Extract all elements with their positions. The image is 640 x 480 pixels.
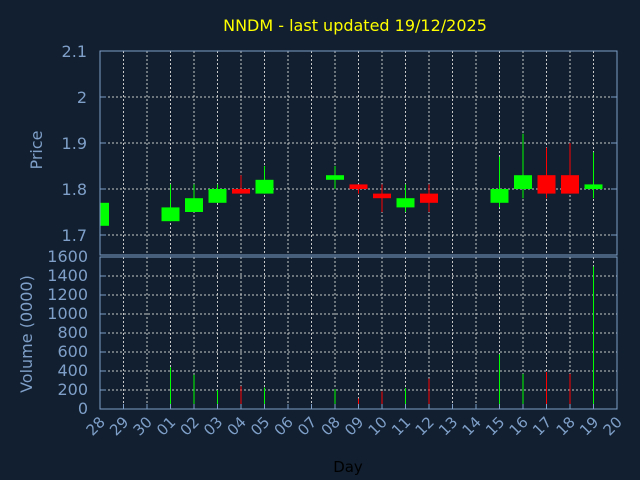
candle-body bbox=[420, 193, 438, 203]
volume-tick-label: 200 bbox=[57, 380, 88, 399]
volume-tick-label: 0 bbox=[78, 399, 88, 418]
volume-tick-label: 800 bbox=[57, 323, 88, 342]
x-tick-label: 05 bbox=[247, 413, 273, 439]
x-tick-label: 16 bbox=[506, 413, 532, 439]
candle-body bbox=[584, 184, 603, 189]
x-tick-label: 10 bbox=[365, 413, 391, 439]
candle-body bbox=[537, 175, 556, 194]
volume-tick-label: 1600 bbox=[47, 247, 88, 266]
candle-body bbox=[232, 189, 250, 194]
volume-tick-label: 400 bbox=[57, 361, 88, 380]
volume-grid bbox=[100, 257, 617, 409]
x-tick-label: 06 bbox=[271, 413, 297, 439]
x-tick-label: 08 bbox=[318, 413, 344, 439]
volume-tick-label: 1200 bbox=[47, 285, 88, 304]
candle-body bbox=[185, 198, 203, 212]
candle-body bbox=[326, 175, 344, 180]
x-tick-label: 02 bbox=[177, 413, 203, 439]
candle-body bbox=[490, 189, 509, 203]
volume-tick-label: 600 bbox=[57, 342, 88, 361]
x-tick-label: 07 bbox=[294, 413, 320, 439]
price-tick-label: 1.8 bbox=[62, 180, 87, 199]
volume-panel-frame bbox=[99, 256, 618, 410]
x-tick-label: 13 bbox=[435, 413, 461, 439]
candle-body bbox=[161, 207, 180, 222]
x-tick-label: 14 bbox=[459, 413, 485, 439]
candle-body bbox=[100, 202, 109, 226]
x-tick-label: 29 bbox=[106, 413, 132, 439]
volume-tick-label: 1400 bbox=[47, 266, 88, 285]
chart-title: NNDM - last updated 19/12/2025 bbox=[223, 16, 487, 35]
candle-body bbox=[514, 175, 532, 189]
x-tick-label: 09 bbox=[341, 413, 367, 439]
candle-body bbox=[349, 184, 368, 189]
x-tick-label: 30 bbox=[130, 413, 156, 439]
x-tick-label: 19 bbox=[576, 413, 602, 439]
x-tick-label: 20 bbox=[600, 413, 626, 439]
price-panel-frame bbox=[99, 50, 618, 256]
candle-body bbox=[208, 189, 227, 203]
x-tick-label: 04 bbox=[224, 413, 250, 439]
x-tick-label: 15 bbox=[482, 413, 508, 439]
price-tick-label: 2.1 bbox=[62, 42, 87, 61]
x-tick-label: 11 bbox=[388, 413, 414, 439]
volume-tick-label: 1000 bbox=[47, 304, 88, 323]
candles bbox=[99, 133, 603, 226]
x-tick-label: 17 bbox=[529, 413, 555, 439]
volume-axis-label: Volume (0000) bbox=[17, 275, 36, 393]
candle-body bbox=[396, 198, 415, 208]
candle-body bbox=[373, 193, 391, 199]
x-tick-label: 03 bbox=[200, 413, 226, 439]
price-tick-label: 2 bbox=[77, 88, 87, 107]
x-axis-label: Day bbox=[333, 458, 363, 476]
price-grid bbox=[100, 50, 617, 255]
x-tick-label: 01 bbox=[153, 413, 179, 439]
candle-body bbox=[255, 179, 274, 194]
price-tick-label: 1.9 bbox=[62, 134, 87, 153]
price-axis-label: Price bbox=[27, 130, 46, 169]
price-tick-label: 1.7 bbox=[62, 226, 87, 245]
candle-body bbox=[561, 175, 579, 194]
x-tick-label: 18 bbox=[553, 413, 579, 439]
axes: 2829300102030405060708091011121314151617… bbox=[47, 42, 626, 439]
x-tick-label: 12 bbox=[412, 413, 438, 439]
